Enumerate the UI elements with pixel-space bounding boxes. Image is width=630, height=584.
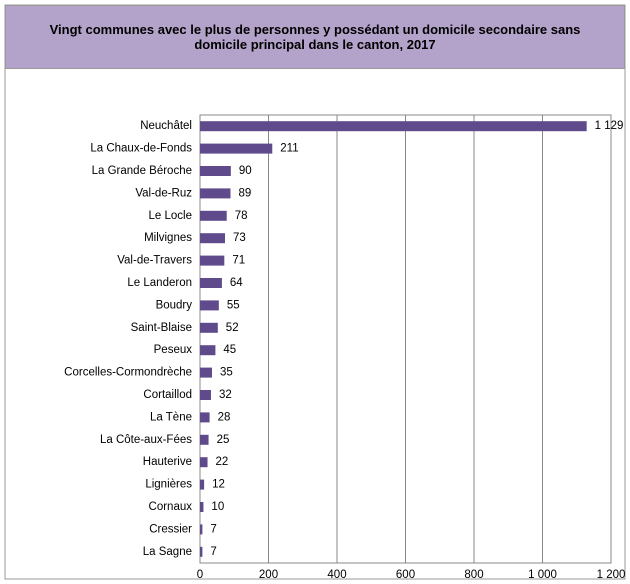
chart-border (4, 4, 626, 580)
y-tick-label: Val-de-Ruz (135, 187, 192, 199)
y-tick-label: Val-de-Travers (117, 255, 192, 267)
data-label: 7 (210, 523, 216, 535)
y-tick-label: Peseux (154, 344, 193, 356)
data-label: 10 (211, 501, 224, 513)
y-tick-label: Neuchâtel (140, 120, 192, 132)
y-tick-label: Cortaillod (143, 389, 192, 401)
bar (200, 278, 222, 288)
y-tick-label: Hauterive (143, 456, 192, 468)
x-tick-label: 400 (327, 569, 346, 581)
x-tick-label: 600 (396, 569, 415, 581)
bar (200, 233, 226, 244)
data-label: 22 (216, 456, 229, 468)
bar (200, 143, 273, 154)
data-label: 89 (238, 187, 251, 199)
y-tick-label: La Grande Béroche (92, 165, 192, 177)
data-label: 45 (223, 344, 236, 356)
y-tick-label: Cornaux (149, 501, 193, 513)
bar (200, 367, 212, 378)
y-tick-label: La Tène (150, 411, 192, 423)
bar (200, 434, 209, 445)
bar (200, 255, 225, 266)
y-tick-label: La Chaux-de-Fonds (90, 143, 192, 155)
bar (200, 457, 208, 468)
data-label: 35 (220, 367, 233, 379)
data-label: 25 (217, 434, 230, 446)
y-tick-label: Corcelles-Cormondrèche (64, 367, 192, 379)
y-tick-label: Le Locle (149, 210, 192, 222)
plot-border (199, 114, 612, 564)
bar (200, 479, 205, 490)
bar (200, 300, 219, 311)
bar (200, 524, 203, 535)
y-tick-label: Saint-Blaise (131, 322, 192, 334)
y-tick-label: Boudry (156, 299, 193, 311)
bar (200, 210, 227, 221)
data-label: 73 (233, 232, 246, 244)
bar (200, 390, 211, 400)
bar (200, 188, 231, 199)
y-tick-label: La Sagne (143, 546, 192, 558)
x-tick-label: 1 200 (597, 569, 626, 581)
data-label: 64 (230, 277, 243, 289)
data-label: 71 (232, 255, 245, 267)
data-label: 55 (227, 299, 240, 311)
bar (200, 345, 216, 356)
y-tick-label: Cressier (149, 523, 192, 535)
y-tick-label: La Côte-aux-Fées (100, 434, 192, 446)
data-label: 78 (235, 210, 248, 222)
bar (200, 166, 231, 176)
data-label: 211 (280, 143, 298, 155)
y-tick-label: Lignières (145, 479, 192, 491)
data-label: 28 (218, 411, 231, 423)
data-label: 1 129 (595, 120, 624, 132)
bar (200, 322, 218, 333)
chart-title: Vingt communes avec le plus de personnes… (5, 5, 625, 69)
x-tick-label: 1 000 (528, 569, 557, 581)
data-label: 90 (239, 165, 252, 177)
y-tick-label: Le Landeron (127, 277, 192, 289)
x-tick-label: 800 (464, 569, 483, 581)
data-label: 12 (212, 479, 225, 491)
bar (200, 546, 203, 557)
bar (200, 502, 204, 512)
data-label: 32 (219, 389, 232, 401)
x-tick-label: 200 (259, 569, 278, 581)
data-label: 7 (210, 546, 216, 558)
y-tick-label: Milvignes (144, 232, 192, 244)
data-label: 52 (226, 322, 239, 334)
bar (200, 412, 210, 423)
x-tick-label: 0 (197, 569, 203, 581)
bar (200, 121, 587, 132)
